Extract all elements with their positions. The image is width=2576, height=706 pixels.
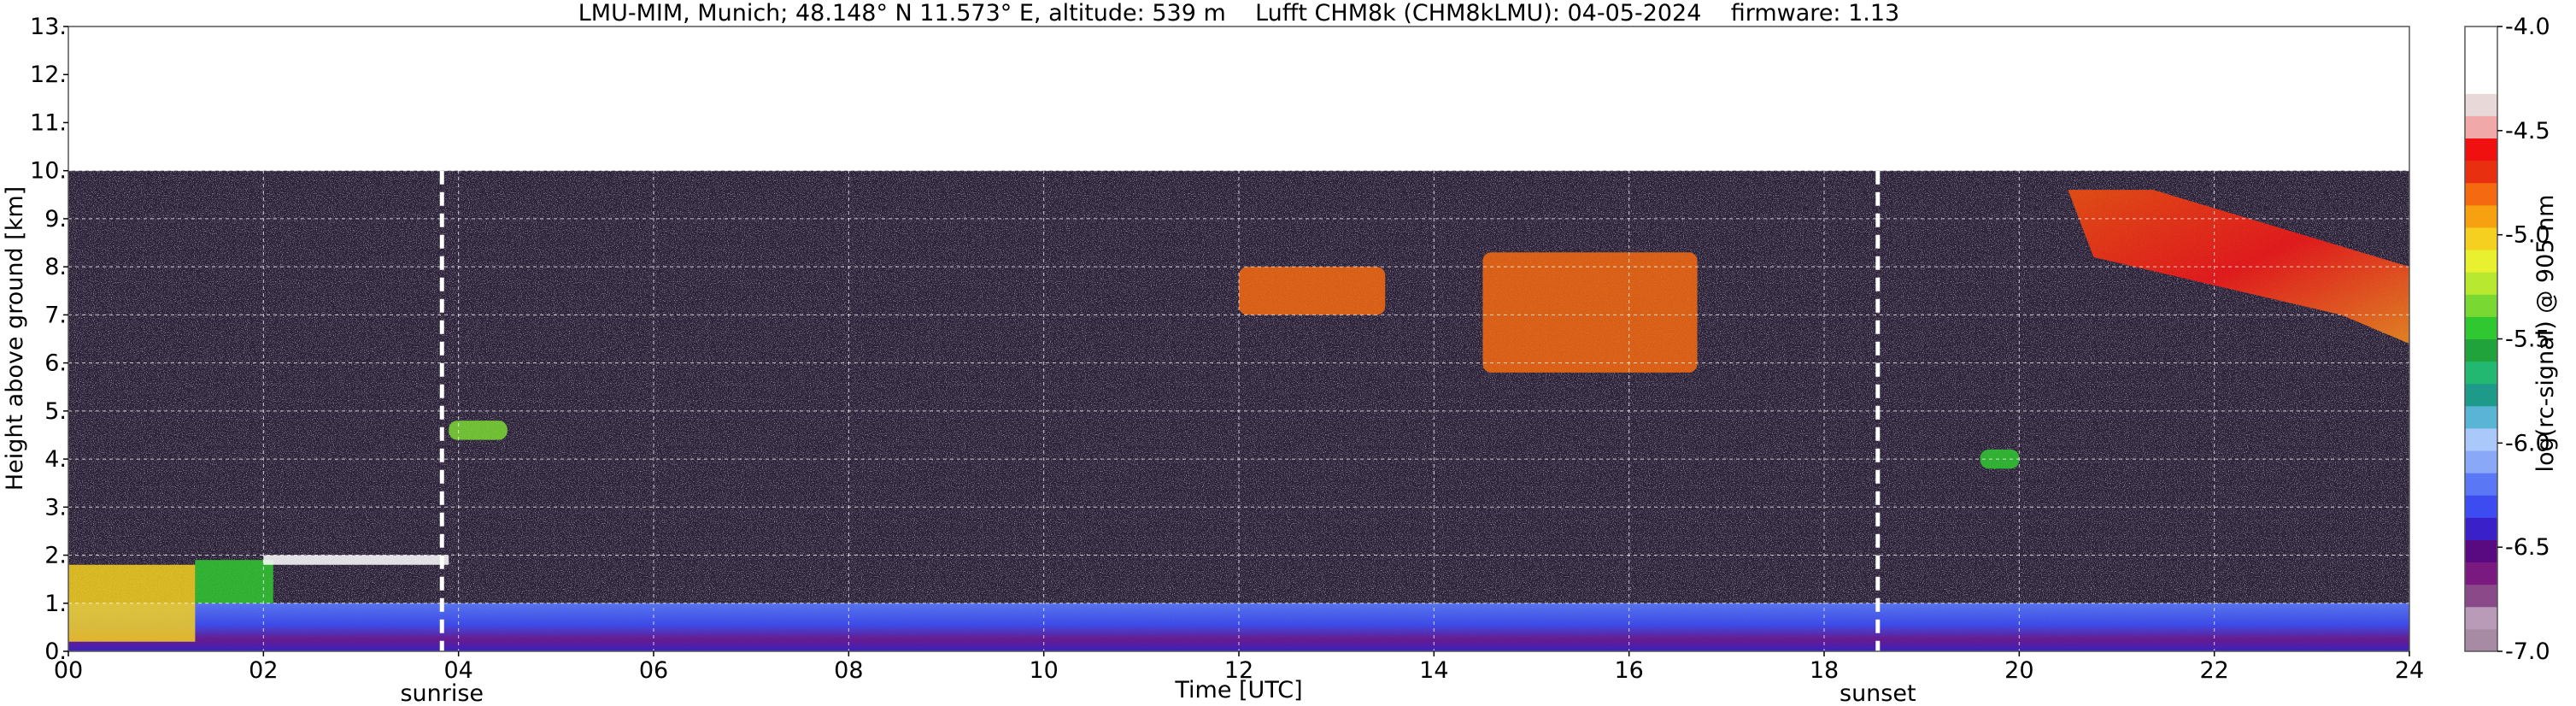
colorbar-segment — [2465, 383, 2497, 407]
x-tick-label: 16 — [1614, 657, 1643, 684]
x-tick-label: 08 — [834, 657, 863, 684]
x-axis-label: Time [UTC] — [1174, 677, 1302, 703]
colorbar-segment — [2465, 361, 2497, 385]
colorbar-segment — [2465, 562, 2497, 585]
x-tick-label: 00 — [54, 657, 83, 684]
colorbar-segment — [2465, 182, 2497, 206]
colorbar-segment — [2465, 204, 2497, 228]
y-tick-label: 13. — [30, 14, 67, 40]
colorbar-segment — [2465, 160, 2497, 184]
colorbar-segment — [2465, 628, 2497, 652]
colorbar-segment — [2465, 93, 2497, 116]
y-tick-label: 4. — [44, 446, 67, 473]
feature-7 — [1980, 449, 2020, 469]
y-tick-label: 6. — [44, 350, 67, 377]
feature-4 — [449, 421, 508, 440]
y-axis: 0. 1. 2. 3. 4. 5. 6. 7. 8. 9. 10. 11. 12. 13. — [30, 14, 68, 665]
colorbar-segment — [2465, 115, 2497, 139]
y-tick-label: 7. — [44, 302, 67, 328]
colorbar-tick-label: -6.5 — [2505, 534, 2550, 561]
y-tick-label: 5. — [44, 398, 67, 425]
x-tick-label: 12 — [1224, 657, 1253, 684]
y-axis-label: Height above ground [km] — [2, 186, 28, 491]
x-axis: 00 02 04 06 08 10 12 14 16 18 20 22 24 — [54, 651, 2424, 684]
feature-5 — [1239, 267, 1386, 315]
sunset-label: sunset — [1840, 680, 1916, 706]
y-tick-label: 10. — [30, 158, 67, 185]
colorbar-segment — [2465, 250, 2497, 273]
colorbar-segment — [2465, 405, 2497, 429]
colorbar-segment — [2465, 272, 2497, 295]
y-tick-label: 11. — [30, 109, 67, 136]
grid-lines — [68, 26, 2409, 651]
y-tick-label: 12. — [30, 62, 67, 88]
colorbar-segment — [2465, 450, 2497, 474]
colorbar-segment — [2465, 584, 2497, 608]
colorbar-tick-label: -4.5 — [2505, 118, 2550, 144]
colorbar-segment — [2465, 71, 2497, 94]
y-tick-label: 9. — [44, 206, 67, 232]
feature-3 — [263, 555, 449, 565]
colorbar-segment — [2465, 539, 2497, 563]
x-tick-label: 18 — [1810, 657, 1839, 684]
x-tick-label: 02 — [249, 657, 278, 684]
feature-2 — [195, 560, 273, 603]
y-tick-label: 1. — [44, 591, 67, 617]
colorbar-tick-label: -4.0 — [2505, 14, 2550, 40]
feature-8 — [2068, 190, 2409, 344]
x-tick-label: 10 — [1029, 657, 1058, 684]
x-tick-label: 24 — [2395, 657, 2424, 684]
y-tick-label: 0. — [44, 638, 67, 665]
y-tick-label: 2. — [44, 543, 67, 569]
colorbar-tick-label: -6.0 — [2505, 430, 2550, 456]
colorbar-label: log(rc-signal) @ 905 nm — [2532, 195, 2559, 473]
colorbar-tick-label: -5.5 — [2505, 327, 2550, 353]
colorbar-segment — [2465, 227, 2497, 250]
y-tick-label: 3. — [44, 494, 67, 521]
x-tick-label: 20 — [2004, 657, 2033, 684]
colorbar-segment — [2465, 26, 2497, 50]
colorbar-segment — [2465, 49, 2497, 72]
colorbar-tick-label: -7.0 — [2505, 638, 2550, 665]
chart-title: LMU-MIM, Munich; 48.148° N 11.573° E, al… — [578, 0, 1899, 26]
colorbar-tick-label: -5.0 — [2505, 222, 2550, 249]
plot-area — [68, 26, 2409, 651]
colorbar-segment — [2465, 427, 2497, 451]
colorbar-segment — [2465, 495, 2497, 518]
sun-markers — [439, 170, 1881, 651]
colorbar-segment — [2465, 517, 2497, 540]
colorbar: -4.0 -4.5 -5.0 -5.5 -6.0 -6.5 -7.0 — [2464, 14, 2550, 665]
colorbar-segment — [2465, 338, 2497, 362]
y-tick-label: 8. — [44, 254, 67, 280]
sunrise-label: sunrise — [400, 680, 484, 706]
colorbar-segment — [2465, 473, 2497, 496]
x-tick-label: 22 — [2199, 657, 2228, 684]
colorbar-segment — [2465, 606, 2497, 630]
x-tick-label: 06 — [639, 657, 668, 684]
feature-6 — [1482, 252, 1698, 373]
marker-labels: sunrise sunset — [400, 680, 1916, 706]
colorbar-segment — [2465, 294, 2497, 317]
colorbar-segment — [2465, 138, 2497, 162]
x-tick-label: 14 — [1419, 657, 1448, 684]
x-tick-label: 04 — [443, 657, 472, 684]
colorbar-segment — [2465, 316, 2497, 339]
